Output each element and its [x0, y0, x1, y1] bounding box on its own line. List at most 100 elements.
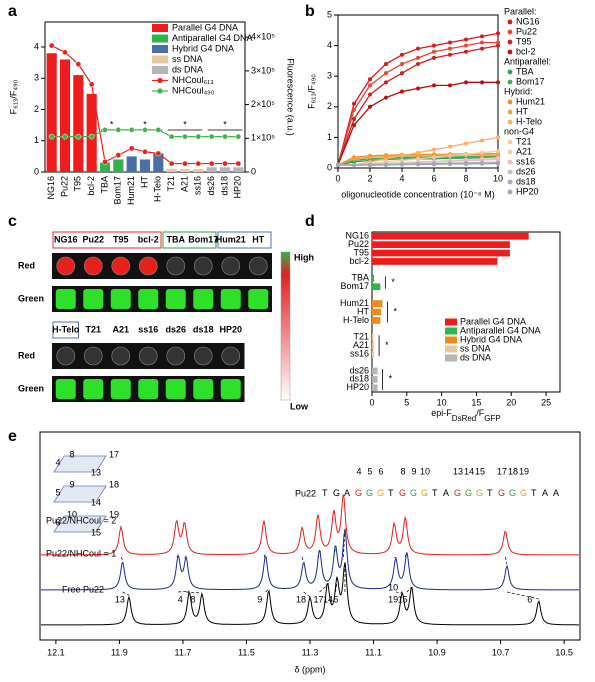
y-tick-label: 2	[327, 101, 332, 111]
spectrum	[41, 494, 579, 556]
point	[368, 104, 372, 109]
bar	[73, 75, 84, 172]
point	[496, 153, 500, 158]
sample-label: Hum21	[216, 234, 246, 244]
sample-label: ds26	[165, 324, 186, 334]
x-tick-label: 12.1	[47, 647, 65, 657]
bar	[372, 274, 375, 282]
point	[448, 144, 452, 149]
green-well	[83, 289, 104, 309]
bar	[372, 258, 498, 265]
legend-label: Antiparallel G4 DNA	[460, 325, 541, 335]
bar	[372, 300, 383, 307]
red-well	[138, 256, 158, 276]
y-axis-label: F₆₁₃/F₄₉₀	[8, 79, 18, 114]
group-box	[52, 321, 79, 339]
point	[352, 107, 356, 112]
red-well	[56, 346, 76, 366]
point	[384, 156, 388, 161]
sequence-letter: T	[322, 488, 328, 498]
legend-marker	[507, 49, 513, 55]
x-tick-label: 10	[493, 173, 503, 183]
peak-label: 4	[178, 594, 183, 604]
y-tick-label: ds26	[349, 365, 369, 375]
peak-shift	[263, 553, 266, 558]
legend-group: Hybrid:	[504, 86, 533, 96]
sequence-letter: G	[454, 488, 461, 498]
point	[384, 95, 388, 100]
peak-shift	[395, 591, 403, 594]
legend-label: Parallel G4 DNA	[460, 316, 526, 326]
legend-marker	[507, 19, 513, 25]
red-well	[166, 256, 186, 276]
legend-label: H-Telo	[516, 116, 542, 126]
point	[416, 153, 420, 158]
legend-marker	[507, 109, 513, 115]
point	[464, 49, 468, 54]
legend-label: A21	[516, 146, 532, 156]
y-tick-label: Bom17	[340, 281, 369, 291]
point	[480, 161, 484, 166]
peak-shift	[122, 591, 130, 596]
sequence-letter: G	[421, 488, 428, 498]
y-tick-label: T95	[353, 247, 369, 257]
point	[222, 160, 228, 167]
point	[142, 127, 148, 133]
point	[115, 152, 122, 158]
legend-swatch	[152, 24, 168, 32]
green-well	[138, 379, 159, 399]
sequence-letter: A	[344, 488, 350, 498]
inset-residue: 8	[69, 449, 74, 459]
peak-label: 19	[388, 594, 398, 604]
point	[464, 152, 468, 157]
bar	[372, 232, 529, 240]
spectrum	[41, 562, 579, 626]
y2-tick-label: 0	[251, 166, 256, 176]
panel-label: b	[305, 3, 315, 20]
point	[448, 153, 452, 158]
y2-tick-label: 4×10⁵	[251, 32, 275, 42]
peak-label: 18	[296, 594, 306, 604]
peak-label: 5	[333, 594, 338, 604]
group-box	[162, 231, 217, 249]
point	[448, 162, 452, 167]
peak-shift	[265, 588, 269, 593]
point	[182, 160, 188, 167]
green-well	[165, 379, 186, 399]
x-tick-label: 4	[399, 173, 404, 183]
sequence-letter: T	[487, 488, 493, 498]
spectrum-frame	[39, 431, 581, 641]
inset-residue: 10	[67, 509, 77, 519]
legend-marker	[507, 119, 513, 125]
residue-number: 14	[464, 466, 474, 476]
legend-group: non-G4	[504, 126, 534, 136]
point	[384, 61, 388, 66]
sequence-name: Pu22	[295, 488, 316, 498]
point	[464, 80, 468, 85]
point	[416, 162, 420, 167]
sequence-letter: G	[465, 488, 472, 498]
tetrad-plane	[53, 485, 107, 503]
point	[75, 133, 82, 140]
point	[48, 42, 55, 49]
trace-label: Pu22/NHCoul = 1	[46, 548, 116, 558]
panel-label: a	[8, 3, 17, 20]
sequence-letter: G	[399, 488, 406, 498]
point	[128, 127, 135, 133]
peak-label: 17	[313, 594, 323, 604]
sequence-letter: A	[542, 488, 548, 498]
y-tick-label: 4	[34, 41, 39, 51]
sample-label: HT	[252, 234, 264, 244]
bar	[179, 168, 191, 172]
bar	[372, 249, 510, 257]
group-box	[52, 231, 162, 249]
point	[62, 133, 68, 140]
bar	[372, 384, 378, 392]
residue-number: 17	[497, 466, 507, 476]
sample-label: Bom17	[188, 234, 218, 244]
point	[480, 34, 484, 39]
y2-tick-label: 1×10⁵	[251, 133, 275, 143]
red-well	[193, 256, 213, 276]
bar	[153, 153, 164, 172]
